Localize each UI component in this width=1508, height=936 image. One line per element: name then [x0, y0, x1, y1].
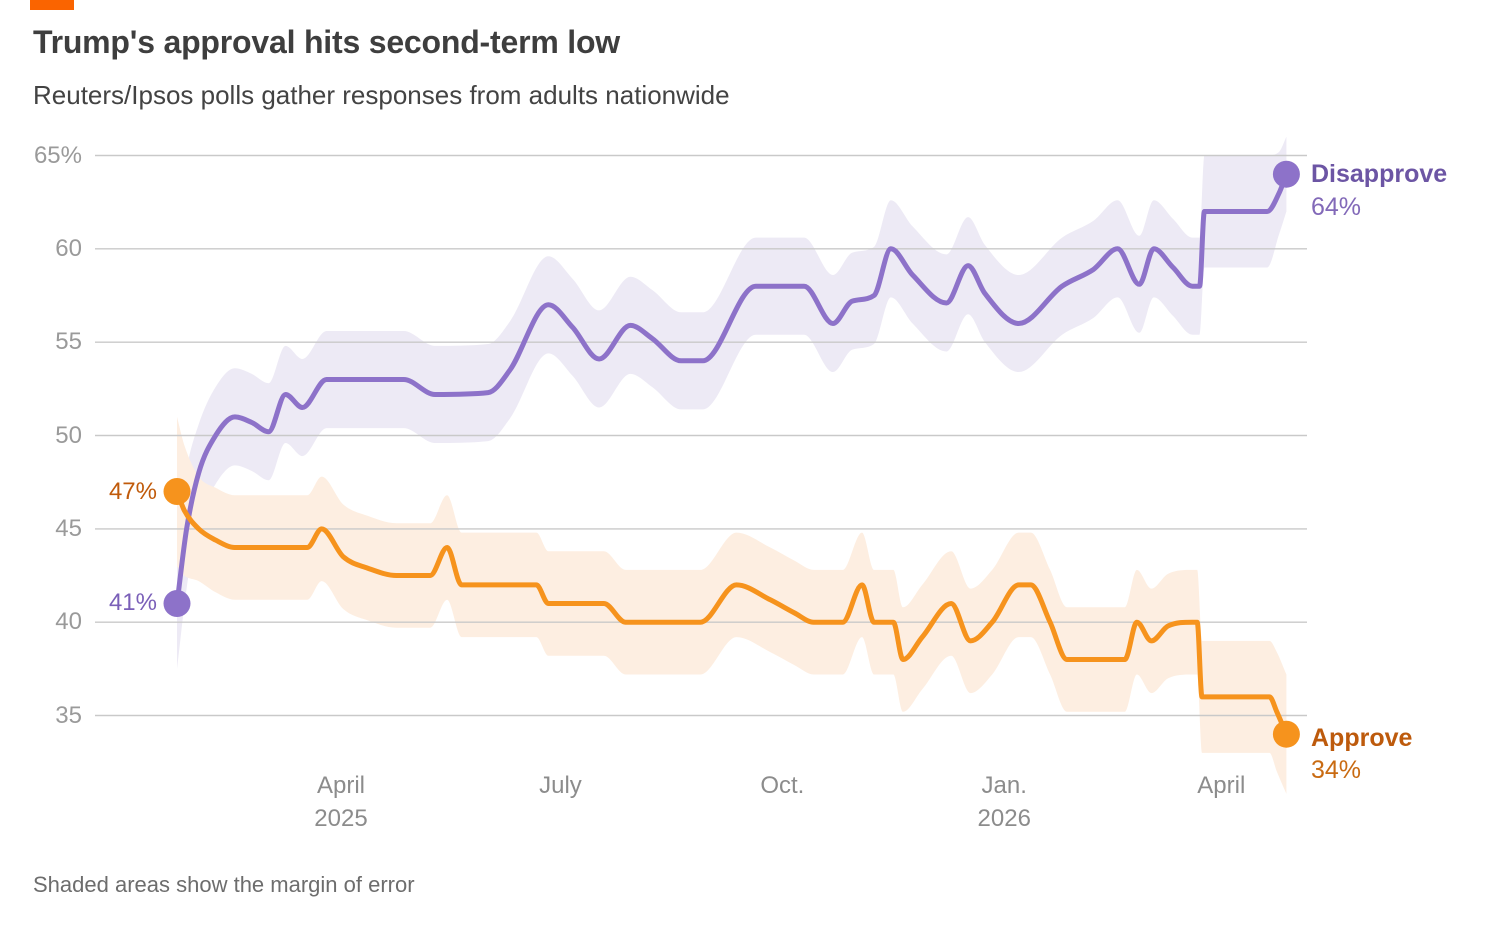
y-axis-label: 65% [33, 141, 82, 169]
approve-end-value: 34% [1311, 756, 1362, 784]
y-axis-label: 40 [55, 608, 82, 636]
approve-line [174, 489, 1289, 737]
approve-end-label: Approve [1311, 724, 1413, 752]
approve-start-dot [163, 478, 191, 505]
x-axis-label: Oct. [760, 772, 805, 799]
approve-end-dot [1272, 720, 1300, 748]
disapprove-end-value: 64% [1311, 193, 1362, 221]
approve-band [177, 416, 1287, 794]
x-axis-year-label: 2026 [977, 805, 1031, 832]
x-axis-year-label: 2025 [314, 805, 368, 832]
approve-start-value: 47% [108, 478, 157, 505]
y-axis-label: 55 [55, 328, 82, 356]
chart-title: Trump's approval hits second-term low [33, 24, 620, 60]
y-axis-label: 35 [55, 701, 82, 729]
x-axis-label: July [539, 772, 582, 799]
y-axis-label: 60 [55, 234, 82, 262]
disapprove-line [174, 171, 1289, 606]
x-axis-label: Jan. [981, 772, 1027, 799]
disapprove-start-dot [163, 590, 191, 617]
x-axis-label: April [316, 772, 365, 799]
brand-accent-bar [30, 0, 74, 10]
disapprove-start-value: 41% [108, 589, 157, 616]
disapprove-band [177, 136, 1287, 669]
y-axis-label: 45 [55, 514, 82, 542]
disapprove-end-dot [1272, 160, 1300, 188]
x-axis-label: April [1197, 772, 1246, 799]
disapprove-end-label: Disapprove [1311, 160, 1448, 188]
chart-footnote: Shaded areas show the margin of error [33, 872, 415, 897]
y-axis-label: 50 [55, 421, 82, 449]
chart-subtitle: Reuters/Ipsos polls gather responses fro… [33, 80, 730, 110]
